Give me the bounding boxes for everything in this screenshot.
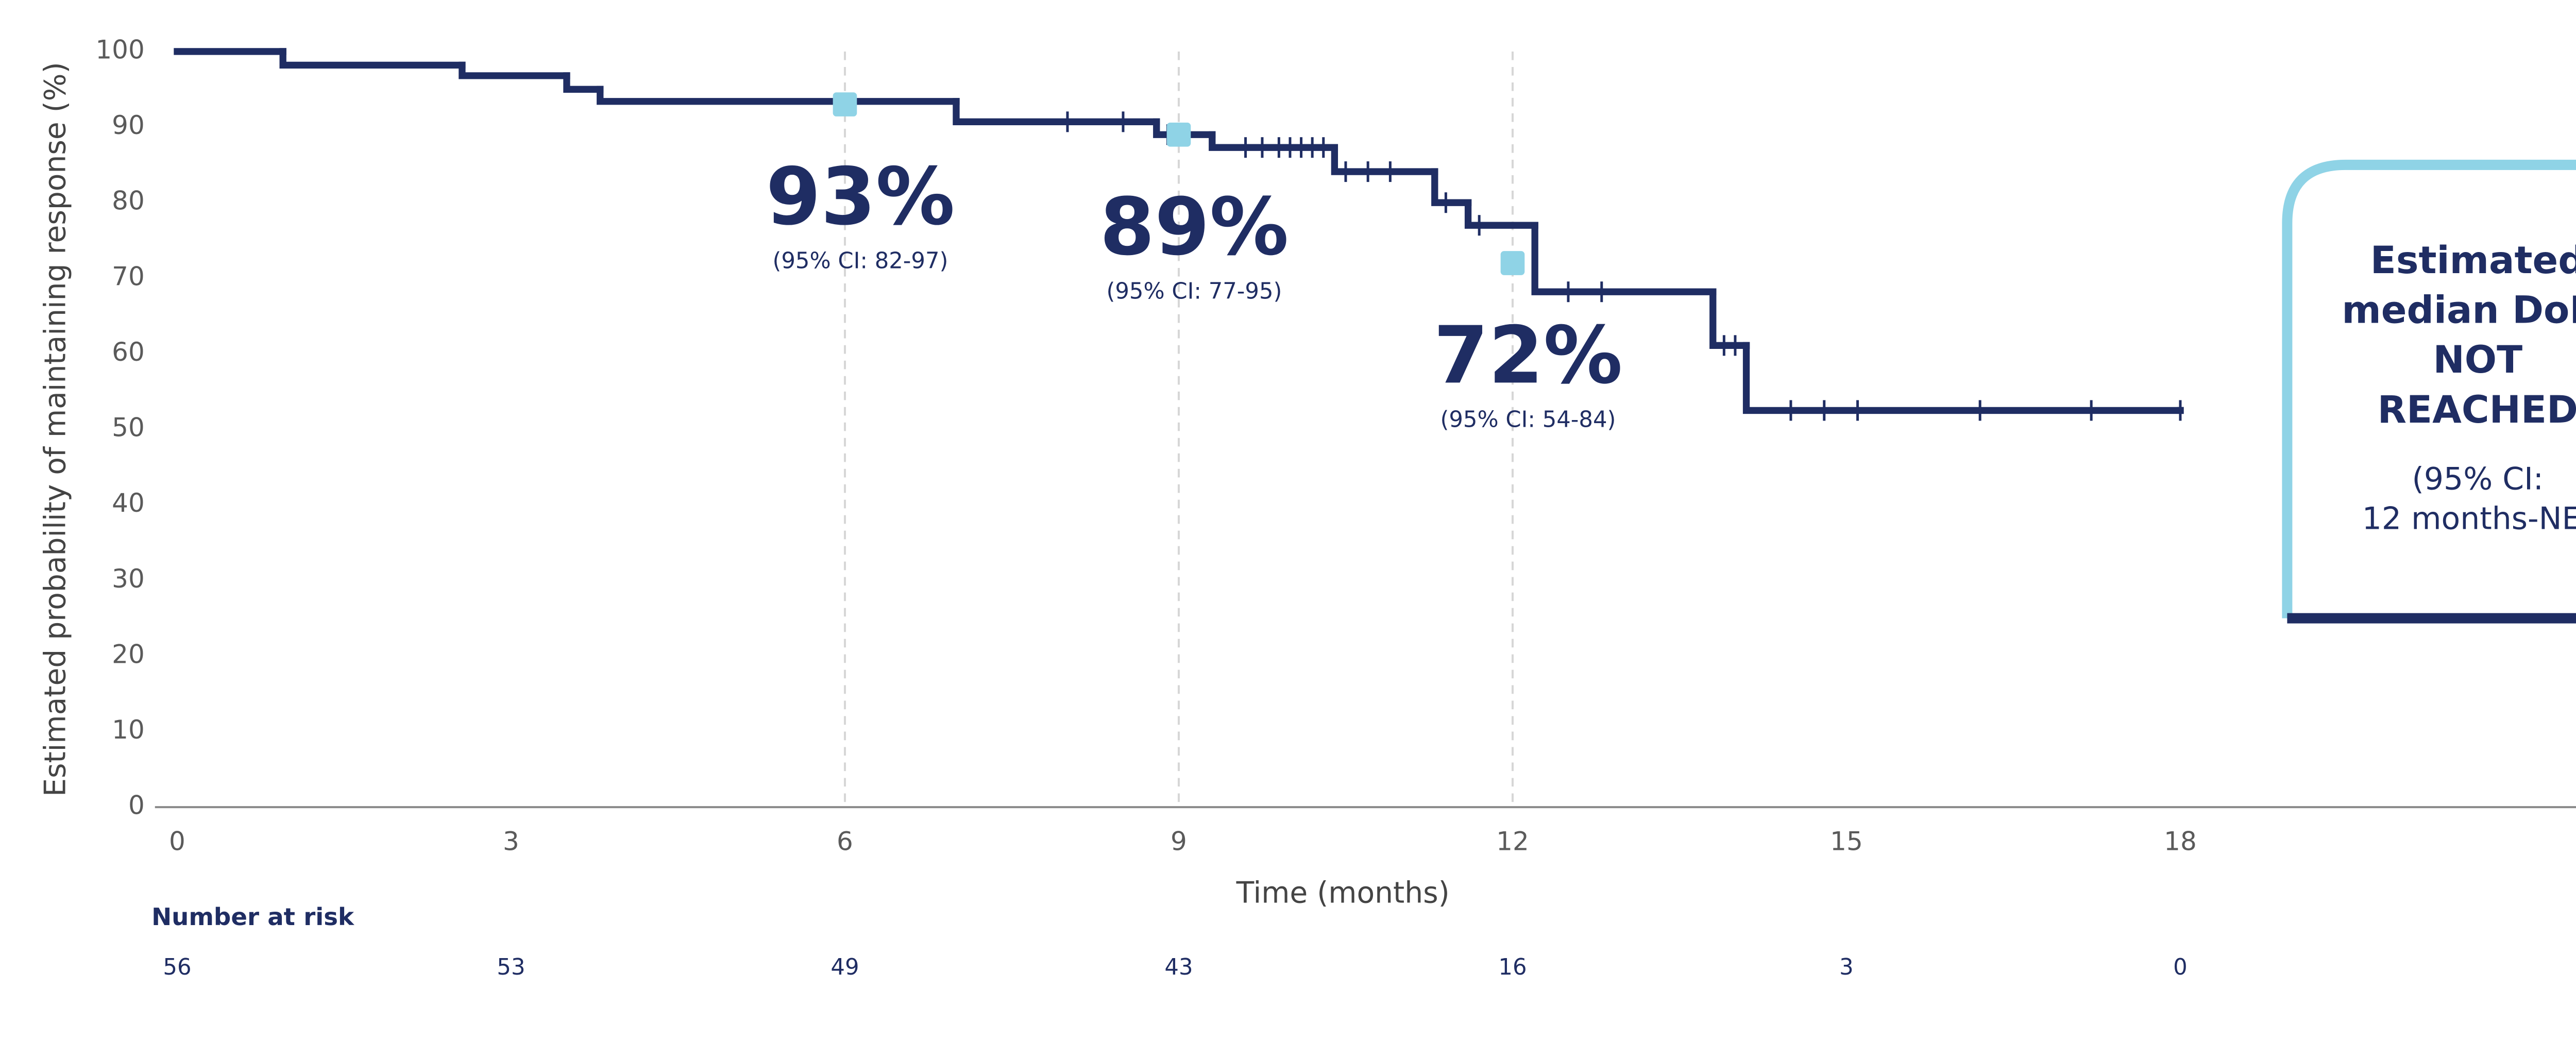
box-title: median DoR: xyxy=(2342,288,2576,332)
landmark-ci: (95% CI: 77-95) xyxy=(1106,278,1282,304)
y-tick-label: 100 xyxy=(95,35,144,64)
step-segment xyxy=(1531,222,1717,295)
landmark-label: 72% xyxy=(1434,310,1623,401)
x-tick-label: 6 xyxy=(837,827,853,857)
at-risk-value: 56 xyxy=(163,954,191,980)
x-tick-label: 15 xyxy=(1830,827,1863,857)
box-ci: 12 months-NE) xyxy=(2362,500,2576,537)
step-segment xyxy=(953,98,1160,125)
landmark-marker xyxy=(1166,122,1191,147)
y-tick-label: 90 xyxy=(112,110,145,140)
at-risk-title: Number at risk xyxy=(151,903,354,931)
x-tick-label: 9 xyxy=(1171,827,1187,857)
box-border-light xyxy=(2282,159,2576,618)
landmark-ci: (95% CI: 54-84) xyxy=(1440,407,1616,433)
y-tick-label: 20 xyxy=(112,639,145,669)
y-tick-label: 10 xyxy=(112,715,145,745)
landmark-marker xyxy=(833,92,857,116)
step-segment xyxy=(1709,288,1750,349)
landmark-label: 89% xyxy=(1100,181,1289,273)
step-segment xyxy=(1331,144,1438,175)
step-segment xyxy=(1464,199,1538,229)
x-tick-label: 3 xyxy=(503,827,519,857)
x-tick-label: 12 xyxy=(1496,827,1529,857)
x-tick-label: 0 xyxy=(169,827,185,857)
box-ci: (95% CI: xyxy=(2412,461,2544,497)
box-title: REACHED xyxy=(2378,388,2576,432)
y-tick-label: 50 xyxy=(112,413,145,443)
y-tick-label: 60 xyxy=(112,337,145,367)
y-tick-label: 0 xyxy=(128,791,145,820)
at-risk-value: 0 xyxy=(2173,954,2188,980)
step-segment xyxy=(1153,118,1216,138)
at-risk-value: 3 xyxy=(1839,954,1854,980)
at-risk-value: 16 xyxy=(1498,954,1527,980)
step-segment xyxy=(1209,131,1338,151)
y-tick-label: 70 xyxy=(112,261,145,291)
step-segment xyxy=(1742,342,2184,414)
at-risk-value: 53 xyxy=(497,954,525,980)
landmark-marker xyxy=(1500,251,1525,275)
step-segment xyxy=(459,61,570,79)
step-segment xyxy=(1431,168,1472,206)
y-tick-label: 30 xyxy=(112,564,145,594)
box-title: NOT xyxy=(2433,338,2522,382)
at-risk-value: 43 xyxy=(1164,954,1193,980)
at-risk-value: 49 xyxy=(831,954,859,980)
y-tick-label: 40 xyxy=(112,488,145,518)
y-axis-title: Estimated probability of maintaining res… xyxy=(38,62,72,796)
step-segment xyxy=(597,86,960,105)
box-title: Estimated xyxy=(2370,239,2576,282)
y-tick-label: 80 xyxy=(112,186,145,216)
landmark-label: 93% xyxy=(766,152,955,243)
x-axis-title: Time (months) xyxy=(1236,876,1450,910)
step-segment xyxy=(563,72,604,93)
landmark-ci: (95% CI: 82-97) xyxy=(772,248,948,274)
step-segment xyxy=(279,48,466,69)
x-tick-label: 18 xyxy=(2164,827,2197,857)
